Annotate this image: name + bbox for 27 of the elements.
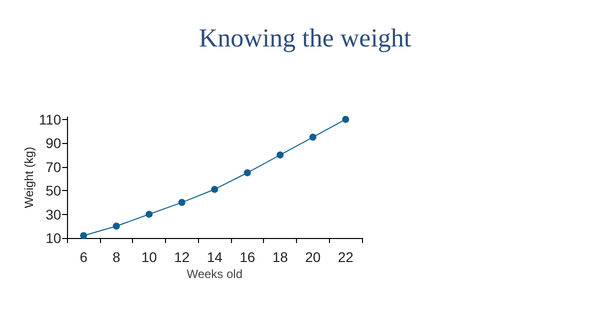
point <box>146 210 153 218</box>
x-tick-label: 20 <box>305 249 321 265</box>
x-axis-title: Weeks old <box>186 267 243 281</box>
x-tick-label: 12 <box>174 249 190 265</box>
x-tick-label: 14 <box>206 249 223 265</box>
y-tick-label: 10 <box>46 230 62 246</box>
point <box>309 134 316 141</box>
x-tick-label: 6 <box>80 249 88 265</box>
y-tick-label: 90 <box>46 135 62 152</box>
point <box>80 232 88 240</box>
x-tick-label: 18 <box>272 249 288 265</box>
x-tick-label: 10 <box>141 249 158 265</box>
x-tick-label: 16 <box>240 249 256 265</box>
y-tick-label: 70 <box>46 158 62 175</box>
y-tick-label: 50 <box>46 182 62 199</box>
point <box>244 169 251 176</box>
point <box>178 198 186 206</box>
y-tick-label: 110 <box>38 111 62 128</box>
point <box>276 151 284 158</box>
point <box>211 186 218 193</box>
point <box>112 222 120 230</box>
point <box>342 116 350 123</box>
y-tick-label: 30 <box>46 206 62 222</box>
x-tick-label: 22 <box>338 249 354 265</box>
chart-title: Knowing the weight <box>198 24 412 52</box>
y-axis-title: Weight (kg) <box>22 146 36 208</box>
x-tick-label: 8 <box>112 249 120 265</box>
